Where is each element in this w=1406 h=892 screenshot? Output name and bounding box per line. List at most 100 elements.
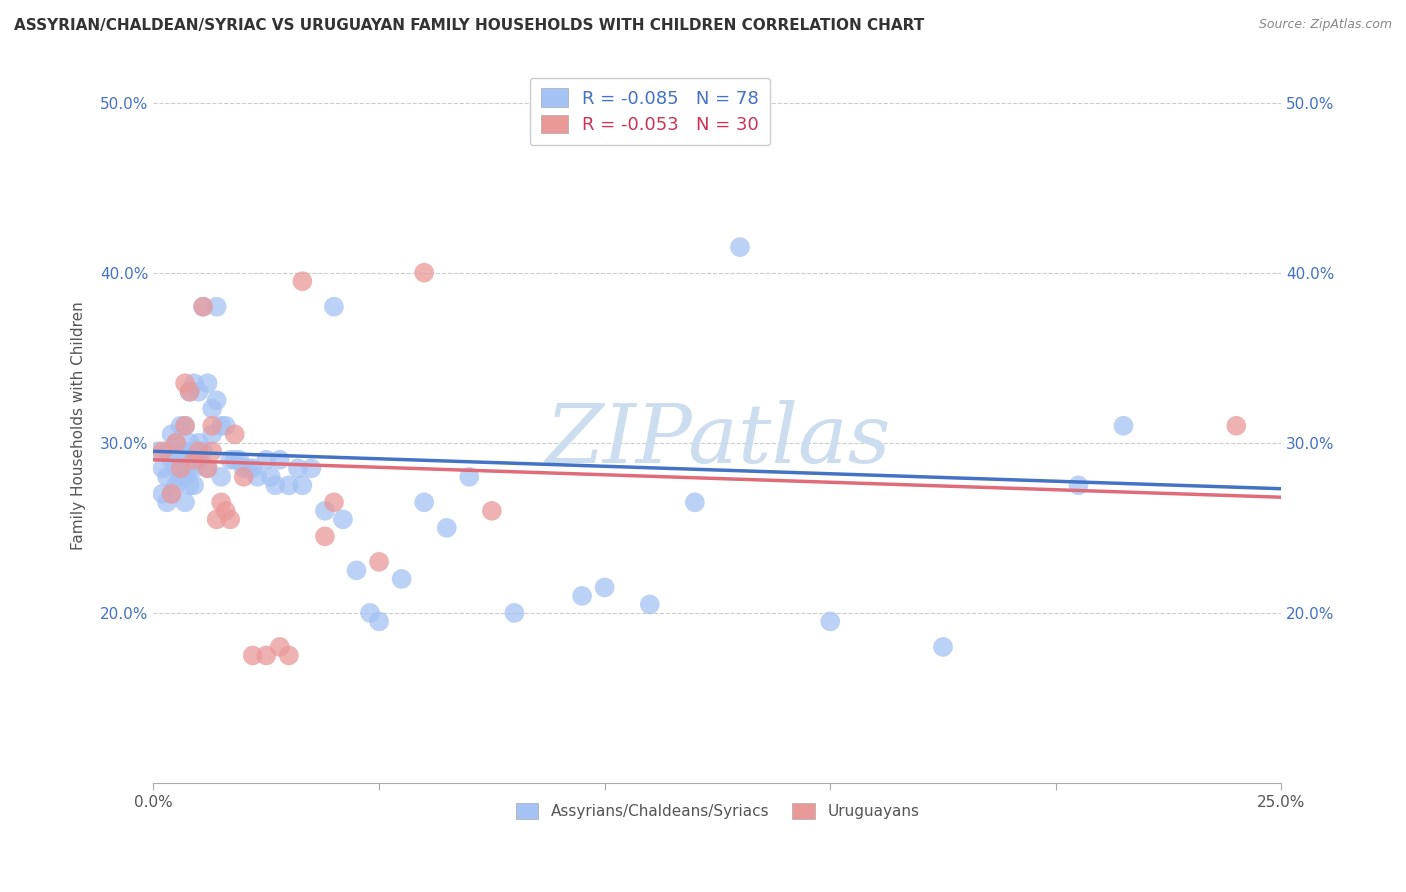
Point bbox=[291, 274, 314, 288]
Point bbox=[165, 435, 187, 450]
Point bbox=[187, 444, 209, 458]
Point bbox=[169, 470, 191, 484]
Point bbox=[242, 648, 264, 663]
Point bbox=[174, 418, 197, 433]
Point bbox=[165, 435, 187, 450]
Text: ASSYRIAN/CHALDEAN/SYRIAC VS URUGUAYAN FAMILY HOUSEHOLDS WITH CHILDREN CORRELATIO: ASSYRIAN/CHALDEAN/SYRIAC VS URUGUAYAN FA… bbox=[14, 18, 924, 33]
Point bbox=[174, 495, 197, 509]
Point bbox=[160, 487, 183, 501]
Point bbox=[152, 487, 174, 501]
Point bbox=[323, 495, 346, 509]
Point bbox=[169, 444, 191, 458]
Point bbox=[291, 478, 314, 492]
Point bbox=[242, 461, 264, 475]
Point bbox=[269, 640, 291, 654]
Point bbox=[191, 300, 214, 314]
Point bbox=[932, 640, 955, 654]
Point bbox=[179, 384, 201, 399]
Point bbox=[209, 470, 232, 484]
Point bbox=[174, 376, 197, 391]
Point bbox=[314, 504, 336, 518]
Point bbox=[224, 427, 246, 442]
Point bbox=[277, 648, 299, 663]
Legend: Assyrians/Chaldeans/Syriacs, Uruguayans: Assyrians/Chaldeans/Syriacs, Uruguayans bbox=[509, 797, 925, 825]
Point bbox=[224, 452, 246, 467]
Point bbox=[638, 598, 661, 612]
Point bbox=[264, 478, 287, 492]
Point bbox=[191, 444, 214, 458]
Point bbox=[260, 470, 283, 484]
Point bbox=[299, 461, 322, 475]
Point bbox=[183, 444, 205, 458]
Point bbox=[201, 401, 224, 416]
Point bbox=[183, 478, 205, 492]
Point bbox=[201, 418, 224, 433]
Point bbox=[201, 427, 224, 442]
Point bbox=[232, 461, 254, 475]
Point bbox=[152, 461, 174, 475]
Point bbox=[183, 461, 205, 475]
Point bbox=[191, 300, 214, 314]
Point bbox=[197, 461, 219, 475]
Point bbox=[1067, 478, 1090, 492]
Point bbox=[683, 495, 706, 509]
Point bbox=[215, 418, 238, 433]
Point bbox=[332, 512, 354, 526]
Point bbox=[146, 444, 169, 458]
Point bbox=[165, 478, 187, 492]
Point bbox=[160, 427, 183, 442]
Point bbox=[183, 376, 205, 391]
Point bbox=[458, 470, 481, 484]
Point bbox=[187, 435, 209, 450]
Point bbox=[152, 444, 174, 458]
Point bbox=[346, 563, 368, 577]
Point bbox=[160, 452, 183, 467]
Y-axis label: Family Households with Children: Family Households with Children bbox=[72, 301, 86, 550]
Point bbox=[287, 461, 309, 475]
Point bbox=[254, 452, 277, 467]
Point bbox=[481, 504, 503, 518]
Point bbox=[165, 461, 187, 475]
Point bbox=[359, 606, 381, 620]
Point bbox=[1112, 418, 1135, 433]
Point bbox=[277, 478, 299, 492]
Point bbox=[187, 452, 209, 467]
Point bbox=[368, 615, 391, 629]
Point bbox=[219, 512, 242, 526]
Point bbox=[174, 470, 197, 484]
Point bbox=[314, 529, 336, 543]
Point bbox=[205, 300, 228, 314]
Point bbox=[179, 461, 201, 475]
Text: ZIPatlas: ZIPatlas bbox=[544, 401, 890, 480]
Point bbox=[228, 452, 250, 467]
Point bbox=[179, 435, 201, 450]
Point bbox=[165, 444, 187, 458]
Point bbox=[728, 240, 751, 254]
Point bbox=[169, 452, 191, 467]
Point bbox=[187, 384, 209, 399]
Point bbox=[179, 478, 201, 492]
Point bbox=[174, 444, 197, 458]
Point bbox=[197, 376, 219, 391]
Point bbox=[179, 384, 201, 399]
Point bbox=[219, 452, 242, 467]
Point bbox=[593, 581, 616, 595]
Point bbox=[156, 495, 179, 509]
Point bbox=[183, 452, 205, 467]
Point bbox=[818, 615, 841, 629]
Point bbox=[215, 504, 238, 518]
Point bbox=[368, 555, 391, 569]
Point bbox=[197, 461, 219, 475]
Point bbox=[254, 648, 277, 663]
Point bbox=[436, 521, 458, 535]
Point bbox=[269, 452, 291, 467]
Point bbox=[160, 487, 183, 501]
Point bbox=[205, 393, 228, 408]
Point bbox=[205, 512, 228, 526]
Point bbox=[201, 444, 224, 458]
Point bbox=[156, 444, 179, 458]
Point bbox=[169, 418, 191, 433]
Point bbox=[571, 589, 593, 603]
Point bbox=[174, 418, 197, 433]
Point bbox=[156, 470, 179, 484]
